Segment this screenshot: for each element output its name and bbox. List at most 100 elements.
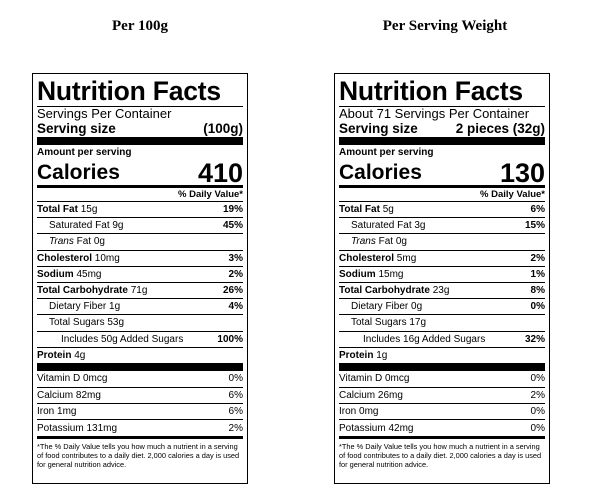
total-fat-dv: 6%	[530, 204, 545, 216]
label-title: Nutrition Facts	[339, 76, 523, 106]
potassium-dv: 2%	[228, 422, 243, 434]
total-sugars-label: Total Sugars 17g	[351, 317, 427, 329]
added-sugars-row: Includes 16g Added Sugars 32%	[339, 330, 545, 347]
trans-fat-row: Trans Fat 0g	[339, 233, 545, 249]
serving-size-label: Serving size	[339, 121, 418, 136]
saturated-fat-row: Saturated Fat 3g 15%	[339, 217, 545, 233]
calcium-row: Calcium 26mg 2%	[339, 387, 545, 403]
saturated-fat-row: Saturated Fat 9g 45%	[37, 217, 243, 233]
potassium-label: Potassium 42mg	[339, 422, 414, 434]
vitamin-d-row: Vitamin D 0mcg 0%	[339, 371, 545, 387]
iron-row: Iron 0mg 0%	[339, 403, 545, 419]
protein-amount: 4g	[74, 349, 86, 361]
potassium-row: Potassium 42mg 0%	[339, 419, 545, 435]
serving-size-value: 2 pieces (32g)	[455, 121, 545, 136]
total-fat-label: Total Fat	[37, 204, 78, 216]
divider-medium	[37, 185, 243, 188]
sodium-row: Sodium 45mg 2%	[37, 265, 243, 282]
dietary-fiber-row: Dietary Fiber 1g 4%	[37, 298, 243, 314]
total-carb-row: Total Carbohydrate 23g 8%	[339, 281, 545, 298]
dietary-fiber-dv: 4%	[228, 301, 243, 313]
protein-label: Protein	[37, 349, 72, 361]
servings-per-container: About 71 Servings Per Container	[339, 106, 530, 121]
sodium-label: Sodium	[339, 268, 376, 280]
daily-value-header: % Daily Value*	[178, 189, 243, 200]
divider-thick	[339, 137, 545, 145]
daily-value-header: % Daily Value*	[480, 189, 545, 200]
iron-dv: 6%	[228, 406, 243, 418]
serving-size-row: Serving size (100g)	[37, 121, 243, 137]
divider-thick	[37, 362, 243, 371]
amount-per-serving: Amount per serving	[339, 147, 434, 158]
protein-row: Protein 4g	[37, 346, 243, 363]
total-fat-amount: 15g	[80, 204, 98, 216]
total-carb-dv: 8%	[530, 285, 545, 297]
cholesterol-amount: 10mg	[94, 252, 120, 264]
calories-value: 130	[499, 158, 545, 188]
dietary-fiber-label: Dietary Fiber 0g	[351, 301, 423, 313]
calories-label: Calories	[339, 161, 422, 184]
vitamin-d-label: Vitamin D 0mcg	[339, 373, 410, 385]
cholesterol-dv: 2%	[530, 252, 545, 264]
calcium-dv: 6%	[228, 390, 243, 402]
total-carb-label: Total Carbohydrate	[339, 285, 430, 297]
saturated-fat-label: Saturated Fat 3g	[351, 220, 426, 232]
divider	[37, 106, 243, 107]
vitamin-d-dv: 0%	[530, 373, 545, 385]
total-carb-amount: 23g	[432, 285, 450, 297]
added-sugars-dv: 32%	[524, 333, 545, 345]
trans-fat-label: Trans	[49, 236, 74, 248]
total-fat-label: Total Fat	[339, 204, 380, 216]
trans-fat-amount: Fat 0g	[378, 236, 407, 248]
divider-thick	[339, 362, 545, 371]
footnote: *The % Daily Value tells you how much a …	[339, 441, 542, 469]
iron-label: Iron 0mg	[339, 406, 379, 418]
added-sugars-dv: 100%	[217, 333, 243, 345]
divider-medium	[339, 185, 545, 188]
dietary-fiber-dv: 0%	[530, 301, 545, 313]
potassium-dv: 0%	[530, 422, 545, 434]
sodium-dv: 2%	[228, 268, 243, 280]
protein-row: Protein 1g	[339, 346, 545, 363]
saturated-fat-dv: 45%	[222, 220, 243, 232]
label-title: Nutrition Facts	[37, 76, 221, 106]
sodium-label: Sodium	[37, 268, 74, 280]
serving-size-row: Serving size 2 pieces (32g)	[339, 121, 545, 137]
added-sugars-label: Includes 50g Added Sugars	[61, 333, 184, 345]
dietary-fiber-label: Dietary Fiber 1g	[49, 301, 121, 313]
cholesterol-amount: 5mg	[396, 252, 417, 264]
calcium-dv: 2%	[530, 390, 545, 402]
sodium-dv: 1%	[530, 268, 545, 280]
total-fat-row: Total Fat 5g 6%	[339, 201, 545, 217]
vitamin-d-dv: 0%	[228, 373, 243, 385]
total-carb-row: Total Carbohydrate 71g 26%	[37, 281, 243, 298]
sodium-row: Sodium 15mg 1%	[339, 265, 545, 282]
serving-size-label: Serving size	[37, 121, 116, 136]
cholesterol-label: Cholesterol	[37, 252, 93, 264]
trans-fat-amount: Fat 0g	[76, 236, 105, 248]
nutrition-label-per-100g: Nutrition Facts Servings Per Container S…	[32, 73, 248, 484]
calcium-label: Calcium 26mg	[339, 390, 403, 402]
calories-label: Calories	[37, 161, 120, 184]
total-fat-amount: 5g	[382, 204, 394, 216]
dietary-fiber-row: Dietary Fiber 0g 0%	[339, 298, 545, 314]
servings-per-container: Servings Per Container	[37, 106, 172, 121]
protein-label: Protein	[339, 349, 374, 361]
added-sugars-row: Includes 50g Added Sugars 100%	[37, 330, 243, 347]
total-carb-label: Total Carbohydrate	[37, 285, 128, 297]
saturated-fat-label: Saturated Fat 9g	[49, 220, 124, 232]
vitamin-d-label: Vitamin D 0mcg	[37, 373, 108, 385]
iron-row: Iron 1mg 6%	[37, 403, 243, 419]
cholesterol-label: Cholesterol	[339, 252, 395, 264]
total-fat-row: Total Fat 15g 19%	[37, 201, 243, 217]
total-carb-dv: 26%	[222, 285, 243, 297]
total-sugars-label: Total Sugars 53g	[49, 317, 125, 329]
cholesterol-dv: 3%	[228, 252, 243, 264]
added-sugars-label: Includes 16g Added Sugars	[363, 333, 486, 345]
saturated-fat-dv: 15%	[524, 220, 545, 232]
divider-medium	[37, 435, 243, 439]
cholesterol-row: Cholesterol 5mg 2%	[339, 249, 545, 266]
sodium-amount: 15mg	[378, 268, 404, 280]
nutrition-label-per-serving: Nutrition Facts About 71 Servings Per Co…	[334, 73, 550, 484]
footnote: *The % Daily Value tells you how much a …	[37, 441, 240, 469]
